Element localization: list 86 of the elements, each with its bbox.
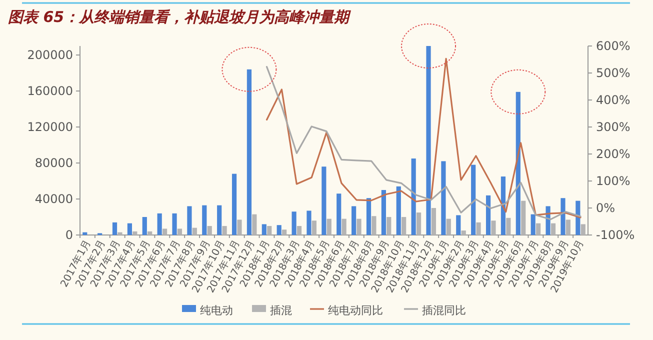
bar — [172, 213, 177, 235]
bar — [306, 210, 312, 235]
chart-title: 图表 65：从终端销量看，补贴退坡月为高峰冲量期 — [8, 8, 352, 26]
bar — [416, 212, 422, 235]
legend-item: 插混 — [252, 304, 292, 317]
bar — [461, 230, 466, 235]
bar — [536, 223, 541, 235]
bar — [456, 215, 461, 235]
legend-item: 纯电动 — [182, 304, 233, 317]
bar — [580, 224, 586, 235]
bar — [192, 228, 197, 235]
bar — [411, 158, 416, 235]
bar — [187, 206, 192, 235]
bar — [441, 161, 446, 235]
legend-label: 纯电动 — [200, 304, 233, 317]
bar — [246, 69, 252, 235]
bar — [148, 231, 152, 235]
bar — [516, 92, 520, 235]
y2-tick-label: 300% — [596, 120, 630, 134]
bar — [446, 218, 451, 235]
y2-tick-label: 0% — [596, 201, 616, 215]
bar — [521, 200, 526, 235]
bar — [296, 226, 302, 235]
y-tick-label: 40000 — [34, 192, 73, 206]
bar — [326, 218, 332, 235]
bar — [550, 223, 556, 235]
bar — [396, 186, 401, 235]
bar — [322, 166, 326, 235]
bar — [132, 231, 138, 235]
bar — [402, 217, 406, 235]
bar — [157, 213, 162, 235]
bar — [386, 217, 392, 235]
bar — [486, 195, 491, 235]
bar — [491, 220, 496, 235]
bar — [112, 222, 118, 235]
y2-tick-label: 500% — [596, 66, 630, 80]
bar — [366, 198, 372, 235]
bar — [471, 164, 476, 235]
legend-label: 插混 — [270, 304, 292, 317]
bar — [252, 214, 257, 235]
bar — [426, 46, 431, 235]
y-tick-label: 0 — [65, 228, 73, 242]
bar — [217, 205, 222, 235]
y2-tick-label: 100% — [596, 174, 630, 188]
bar — [530, 214, 536, 235]
bar — [381, 190, 386, 235]
bar — [82, 232, 88, 235]
bar — [476, 222, 481, 235]
bar — [276, 225, 282, 235]
y2-tick-label: 200% — [596, 147, 630, 161]
bar — [336, 194, 342, 235]
bar — [262, 224, 266, 235]
bar — [312, 220, 316, 235]
y2-tick-label: 400% — [596, 93, 630, 107]
bar — [342, 218, 346, 235]
bar — [282, 230, 287, 235]
bar — [237, 220, 242, 235]
bar — [560, 198, 566, 235]
bar — [127, 223, 132, 235]
bar — [142, 217, 147, 235]
y-tick-label: 120000 — [27, 120, 73, 134]
bar — [566, 220, 570, 235]
bar — [431, 208, 436, 235]
y-tick-label: 160000 — [27, 84, 73, 98]
bar — [222, 226, 227, 235]
legend-item: 插混同比 — [404, 304, 466, 317]
y-tick-label: 200000 — [27, 48, 73, 62]
bar — [500, 176, 506, 235]
bar — [162, 228, 168, 235]
bar — [202, 205, 207, 235]
bar — [292, 212, 296, 235]
y2-tick-label: 600% — [596, 39, 630, 53]
bar — [372, 216, 376, 235]
y2-tick-label: -100% — [596, 228, 635, 242]
bar — [207, 226, 212, 235]
bar — [267, 226, 272, 235]
legend-label: 插混同比 — [422, 304, 466, 317]
legend-item: 纯电动同比 — [310, 304, 383, 317]
bar — [352, 206, 356, 235]
y-tick-label: 80000 — [34, 156, 73, 170]
bar — [356, 218, 362, 235]
legend-label: 纯电动同比 — [328, 304, 383, 317]
bar — [506, 218, 511, 235]
bar — [118, 232, 122, 235]
bar — [177, 228, 182, 235]
bar — [232, 174, 237, 235]
